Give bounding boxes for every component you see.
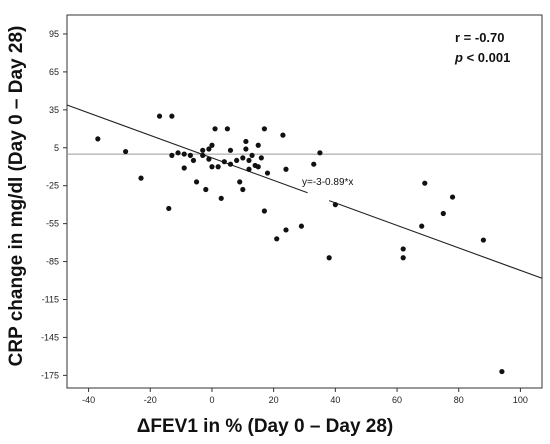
y-axis-title: CRP change in mg/dl (Day 0 – Day 28) [6,26,27,367]
data-point-49 [317,150,323,156]
data-point-21 [215,164,221,170]
data-point-23 [221,159,227,165]
data-point-34 [246,157,252,164]
data-point-24 [224,126,230,132]
data-point-12 [193,179,200,185]
data-point-27 [234,157,240,164]
data-point-5 [169,113,175,119]
data-point-43 [274,236,280,242]
data-point-2 [138,175,144,181]
y-tick-label-4: -25 [46,181,59,191]
y-tick-label-2: 35 [49,105,59,115]
data-point-50 [326,255,332,261]
data-point-38 [255,142,261,148]
data-point-48 [311,161,317,167]
y-tick-label-3: 5 [54,143,59,153]
data-point-11 [190,157,197,164]
y-tick-label-9: -175 [41,370,59,380]
data-point-53 [400,255,406,261]
regression-line-segment-1 [66,104,308,194]
data-point-58 [480,237,486,243]
data-point-15 [203,186,209,193]
regression-equation-label: y=-3-0.89*x [302,177,353,188]
data-point-19 [209,164,215,170]
data-point-18 [209,142,215,148]
data-point-35 [249,152,255,158]
data-point-33 [246,166,252,172]
data-point-30 [240,155,246,161]
data-point-9 [181,165,187,171]
data-point-31 [243,138,249,145]
tick-labels: -40 -20 0 20 40 60 80 100 95 65 35 5 -25 -55 -85 -115 -1… [41,29,528,405]
data-point-4 [166,205,172,212]
data-point-17 [206,156,212,162]
data-point-57 [449,194,456,200]
regression-line-segment-2 [328,200,543,279]
y-tick-label-0: 95 [49,29,59,39]
p-value-label: p < 0.001 [454,50,510,65]
data-point-42 [264,170,271,176]
reference-lines [66,104,543,279]
data-point-16 [206,146,212,152]
data-point-8 [181,151,187,157]
data-point-37 [255,164,261,170]
p-value-text: < 0.001 [463,50,510,65]
x-tick-label-2: 0 [209,395,214,405]
data-point-14 [200,152,206,158]
data-point-6 [169,152,175,158]
data-point-28 [237,179,243,185]
data-point-45 [283,227,289,233]
x-tick-label-1: -20 [144,395,157,405]
data-point-26 [227,161,234,167]
data-point-39 [258,155,264,161]
x-tick-label-4: 40 [330,395,340,405]
data-point-25 [227,147,234,153]
data-point-29 [240,186,246,193]
data-point-59 [499,368,505,375]
x-tick-label-7: 100 [513,395,528,405]
data-point-7 [175,150,181,156]
correlation-r-label: r = -0.70 [455,30,505,45]
data-point-52 [400,246,406,252]
data-point-47 [298,223,305,229]
x-axis-title: ΔFEV1 in % (Day 0 – Day 28) [137,416,394,437]
y-tick-label-6: -85 [46,257,59,267]
y-tick-label-8: -145 [41,332,59,342]
data-point-44 [280,132,286,138]
p-value-symbol: p [454,50,463,65]
data-point-0 [95,136,101,142]
x-tick-label-5: 60 [392,395,402,405]
data-point-40 [261,126,268,132]
data-point-51 [332,202,338,208]
data-point-56 [440,210,446,217]
data-point-1 [123,148,129,155]
data-point-32 [243,146,249,152]
x-tick-label-0: -40 [82,395,95,405]
data-point-20 [212,126,218,132]
data-point-22 [218,195,224,201]
y-tick-label-5: -55 [46,219,59,229]
x-tick-label-3: 20 [269,395,279,405]
y-tick-label-7: -115 [42,294,59,304]
data-point-13 [200,147,206,153]
y-tick-label-1: 65 [49,67,59,77]
data-point-55 [422,180,428,186]
data-point-54 [419,223,425,229]
data-point-3 [156,113,163,119]
data-point-10 [187,152,193,158]
plot-frame [66,14,543,389]
data-points [95,113,505,375]
axes [63,14,543,392]
x-tick-label-6: 80 [454,395,464,405]
data-point-41 [261,208,268,214]
data-point-46 [283,166,289,172]
